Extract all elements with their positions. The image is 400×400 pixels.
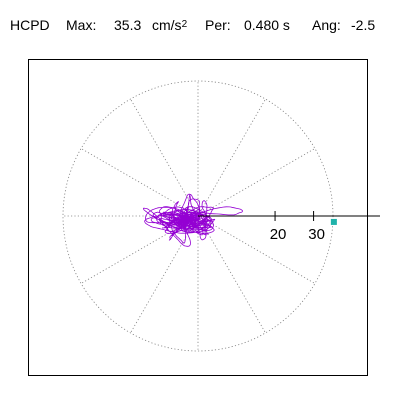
ring-label-20: 20 [270,226,287,243]
grid-spoke [80,148,199,217]
ring-labels: 20 30 [270,226,325,243]
grid-spoke [130,98,199,217]
orbit-path [143,193,243,247]
grid-spoke [197,98,266,217]
grid-spoke [130,215,199,334]
reference-axis [198,211,380,221]
max-value: 35.3 [114,17,142,33]
grid-spoke [80,215,199,284]
peak-marker [330,218,337,225]
angle-label: Ang: [312,17,341,33]
orbit-trace [143,193,243,247]
grid-spoke [197,215,266,334]
max-unit-exponent: 2 [181,19,188,30]
peak-marker-layer [330,218,337,225]
ring-label-30: 30 [308,226,325,243]
max-unit: cm/s2 [152,17,187,33]
grid-spoke [197,148,316,217]
plot-header: HCPD Max: 35.3 cm/s2 Per: 0.480 s Ang: -… [0,0,400,40]
station-code: HCPD [10,17,50,33]
max-unit-text: cm/s [152,17,182,33]
max-label: Max: [66,17,97,33]
grid-spoke [197,215,316,284]
angle-value: -2.5 [351,17,376,33]
period-value: 0.480 s [244,17,290,33]
period-label: Per: [205,17,231,33]
